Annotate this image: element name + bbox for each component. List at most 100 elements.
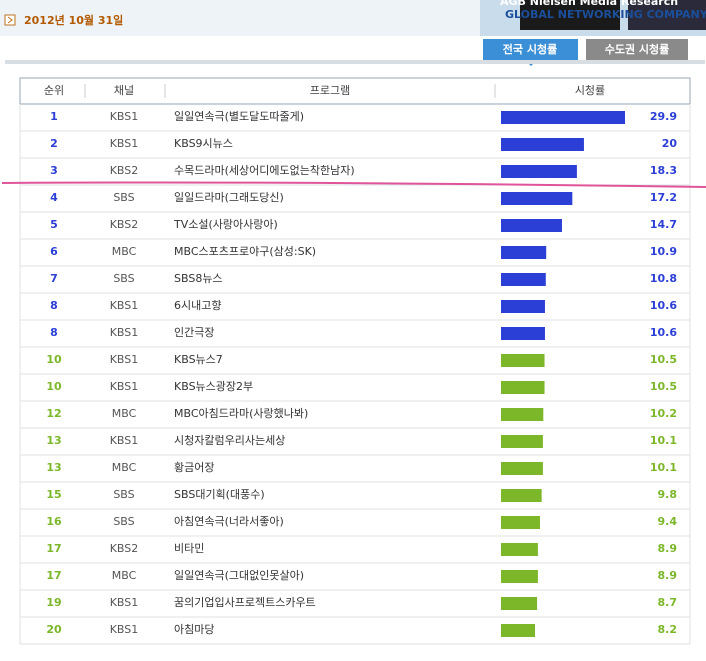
tab-active[interactable]	[483, 39, 578, 60]
rank: 20	[46, 623, 62, 636]
column-header: 채널	[114, 84, 134, 97]
rating: 10.6	[650, 326, 677, 339]
channel: SBS	[113, 272, 134, 285]
rating-bar	[501, 273, 546, 286]
rating-bar	[501, 246, 547, 259]
rating-bar	[501, 354, 545, 367]
tab-label[interactable]: 수도권 시청률	[605, 42, 670, 56]
rating-bar	[501, 192, 573, 205]
program: MBC스포츠프로야구(삼성:SK)	[174, 245, 316, 258]
program: KBS9시뉴스	[174, 137, 233, 150]
program: 아침마당	[174, 623, 214, 636]
banner-tv	[520, 0, 620, 30]
tab-rule	[5, 60, 705, 64]
channel: SBS	[113, 191, 134, 204]
rank: 5	[50, 218, 58, 231]
banner-tv	[628, 0, 706, 30]
channel: MBC	[112, 569, 137, 582]
rank: 7	[50, 272, 58, 285]
program: 황금어장	[174, 461, 214, 474]
channel: KBS1	[110, 137, 139, 150]
rank: 15	[46, 488, 61, 501]
channel: KBS1	[110, 623, 139, 636]
rank: 1	[50, 110, 58, 123]
rank: 17	[46, 542, 61, 555]
rating: 8.9	[658, 542, 678, 555]
rating: 10.9	[650, 245, 677, 258]
rank: 8	[50, 299, 58, 312]
program: 아침연속극(너라서좋아)	[174, 515, 284, 528]
rating-bar	[501, 489, 542, 502]
rating: 10.1	[650, 434, 677, 447]
tab[interactable]	[586, 39, 688, 60]
column-header: 순위	[44, 84, 64, 97]
rating-bar	[501, 300, 545, 313]
channel: KBS1	[110, 353, 139, 366]
header-row	[19, 77, 691, 105]
rating: 9.4	[658, 515, 678, 528]
channel: KBS1	[110, 596, 139, 609]
channel: KBS1	[110, 299, 139, 312]
program: MBC아침드라마(사랑했나봐)	[174, 407, 308, 420]
rating-bar	[501, 165, 577, 178]
rank: 2	[50, 137, 58, 150]
program: KBS뉴스7	[174, 353, 223, 366]
channel: KBS2	[110, 542, 139, 555]
column-header: 시청률	[575, 84, 605, 97]
rating: 10.6	[650, 299, 677, 312]
rank: 13	[46, 461, 61, 474]
rating: 20	[662, 137, 678, 150]
bullet-icon	[4, 14, 16, 26]
column-header: 프로그램	[310, 84, 350, 97]
rating-bar	[501, 543, 538, 556]
bullet-arrow	[7, 16, 13, 24]
tab-label[interactable]: 전국 시청률	[503, 42, 557, 56]
channel: MBC	[112, 245, 137, 258]
rank: 4	[50, 191, 58, 204]
program: 수목드라마(세상어디에도없는착한남자)	[174, 164, 355, 177]
rating-bar	[501, 408, 544, 421]
rating-bar	[501, 219, 562, 232]
rating-bar	[501, 138, 584, 151]
program: 6시내고향	[174, 299, 221, 312]
channel: KBS2	[110, 218, 139, 231]
channel: MBC	[112, 461, 137, 474]
rating: 8.7	[658, 596, 678, 609]
rank: 12	[46, 407, 61, 420]
channel: SBS	[113, 515, 134, 528]
rating: 8.9	[658, 569, 678, 582]
rating: 9.8	[658, 488, 678, 501]
program: 시청자칼럼우리사는세상	[174, 434, 285, 447]
brand: AGB Nielsen Media Research	[500, 0, 678, 8]
rating-bar	[501, 327, 545, 340]
rating: 8.2	[658, 623, 678, 636]
channel: MBC	[112, 407, 137, 420]
rating-bar	[501, 435, 543, 448]
annotation-line	[1, 181, 706, 188]
rating: 29.9	[650, 110, 677, 123]
rank: 10	[46, 353, 62, 366]
rating-bar	[501, 111, 625, 124]
program: TV소설(사랑아사랑아)	[173, 218, 278, 231]
channel: KBS1	[110, 434, 139, 447]
rating-bar	[501, 624, 536, 637]
rating: 17.2	[650, 191, 677, 204]
program: 일일연속극(별도달도따줄게)	[174, 109, 304, 123]
program: 일일연속극(그대없인못살아)	[174, 568, 304, 582]
rank: 3	[50, 164, 58, 177]
rating: 10.2	[650, 407, 677, 420]
program: SBS8뉴스	[174, 272, 223, 285]
rating: 14.7	[650, 218, 677, 231]
rating: 10.1	[650, 461, 677, 474]
rank: 19	[46, 596, 61, 609]
rating-bar	[501, 570, 538, 583]
rating: 10.5	[650, 353, 677, 366]
rank: 10	[46, 380, 62, 393]
rating-bar	[501, 381, 545, 394]
rank: 16	[46, 515, 62, 528]
channel: KBS1	[110, 380, 139, 393]
program: 꿈의기업입사프로젝트스카우트	[174, 596, 316, 609]
rating: 18.3	[650, 164, 677, 177]
rank: 17	[46, 569, 61, 582]
